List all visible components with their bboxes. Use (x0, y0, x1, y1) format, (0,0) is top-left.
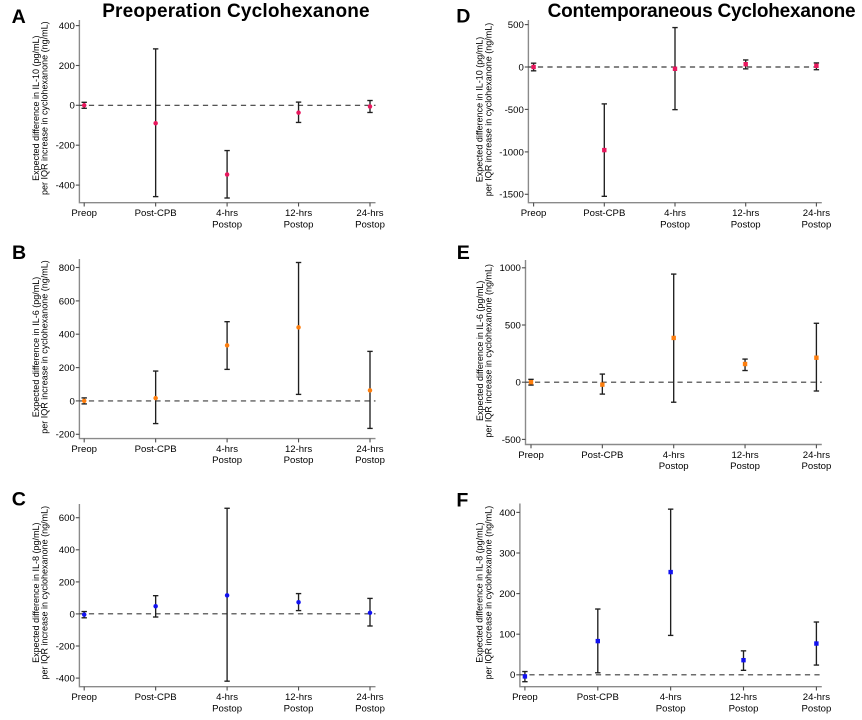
svg-text:24-hrs: 24-hrs (356, 444, 383, 455)
svg-text:-400: -400 (56, 181, 75, 192)
svg-text:-500: -500 (502, 435, 521, 446)
svg-text:Expected difference in IL-10 (: Expected difference in IL-10 (pg/mL) (475, 37, 485, 182)
svg-text:Postop: Postop (731, 219, 761, 230)
svg-text:Preoperation Cyclohexanone: Preoperation Cyclohexanone (102, 1, 370, 22)
svg-text:Postop: Postop (355, 455, 385, 466)
svg-text:E: E (457, 242, 470, 264)
svg-text:Postop: Postop (355, 219, 385, 230)
svg-text:200: 200 (59, 577, 75, 588)
svg-text:12-hrs: 12-hrs (285, 692, 312, 703)
svg-text:Preop: Preop (518, 450, 544, 461)
svg-text:D: D (456, 6, 470, 28)
svg-text:24-hrs: 24-hrs (803, 208, 830, 219)
svg-text:0: 0 (69, 609, 74, 620)
svg-text:Postop: Postop (284, 219, 314, 230)
svg-text:-400: -400 (56, 674, 75, 685)
svg-text:12-hrs: 12-hrs (730, 692, 757, 703)
svg-text:800: 800 (59, 263, 75, 274)
svg-text:C: C (12, 488, 26, 510)
svg-text:per IQR increase in cyclohexan: per IQR increase in cyclohexanone (ng/mL… (40, 21, 50, 195)
svg-text:Preop: Preop (71, 208, 97, 219)
svg-text:400: 400 (499, 508, 515, 519)
svg-text:Expected difference in IL-8 (p: Expected difference in IL-8 (pg/mL) (31, 522, 41, 662)
svg-text:Expected difference in IL-6 (p: Expected difference in IL-6 (pg/mL) (475, 281, 485, 421)
svg-text:-1000: -1000 (499, 147, 524, 158)
svg-text:500: 500 (508, 20, 524, 31)
svg-text:24-hrs: 24-hrs (356, 208, 383, 219)
svg-text:4-hrs: 4-hrs (216, 444, 238, 455)
svg-text:12-hrs: 12-hrs (285, 444, 312, 455)
svg-text:12-hrs: 12-hrs (285, 208, 312, 219)
svg-text:Expected difference in IL-10 (: Expected difference in IL-10 (pg/mL) (31, 35, 41, 180)
svg-text:per IQR increase in cyclohexan: per IQR increase in cyclohexanone (ng/mL… (484, 264, 494, 438)
svg-text:Preop: Preop (71, 692, 97, 703)
svg-text:Postop: Postop (729, 703, 759, 714)
svg-text:400: 400 (59, 545, 75, 556)
svg-text:200: 200 (499, 589, 515, 600)
svg-text:24-hrs: 24-hrs (803, 450, 830, 461)
svg-text:Post-CPB: Post-CPB (581, 450, 623, 461)
svg-text:Contemporaneous Cyclohexanone: Contemporaneous Cyclohexanone (548, 1, 856, 22)
svg-text:4-hrs: 4-hrs (664, 208, 686, 219)
svg-text:Preop: Preop (512, 692, 538, 703)
svg-text:24-hrs: 24-hrs (803, 692, 830, 703)
svg-text:-500: -500 (505, 105, 524, 116)
svg-text:Expected difference in IL-6 (p: Expected difference in IL-6 (pg/mL) (31, 277, 41, 417)
svg-text:0: 0 (516, 378, 521, 389)
svg-text:Postop: Postop (659, 461, 689, 472)
svg-text:0: 0 (69, 101, 74, 112)
svg-text:per IQR increase in cyclohexan: per IQR increase in cyclohexanone (ng/mL… (40, 506, 50, 680)
svg-text:Postop: Postop (801, 219, 831, 230)
svg-text:-200: -200 (56, 430, 75, 441)
svg-text:4-hrs: 4-hrs (660, 692, 682, 703)
svg-text:F: F (456, 489, 468, 511)
svg-text:Postop: Postop (656, 703, 686, 714)
svg-text:0: 0 (510, 670, 515, 681)
svg-text:100: 100 (499, 630, 515, 641)
svg-text:0: 0 (518, 62, 523, 73)
svg-text:Postop: Postop (660, 219, 690, 230)
svg-text:600: 600 (59, 513, 75, 524)
svg-text:Post-CPB: Post-CPB (583, 208, 625, 219)
svg-text:Postop: Postop (801, 703, 831, 714)
svg-text:per IQR increase in cyclohexan: per IQR increase in cyclohexanone (ng/mL… (483, 23, 493, 197)
svg-text:Post-CPB: Post-CPB (135, 692, 177, 703)
svg-text:0: 0 (69, 396, 74, 407)
svg-text:-200: -200 (56, 641, 75, 652)
svg-text:-200: -200 (56, 141, 75, 152)
svg-text:400: 400 (59, 21, 75, 32)
svg-text:300: 300 (499, 548, 515, 559)
svg-text:B: B (12, 242, 26, 264)
svg-text:1000: 1000 (500, 263, 521, 274)
svg-text:A: A (12, 6, 26, 28)
svg-text:Preop: Preop (71, 444, 97, 455)
svg-text:200: 200 (59, 61, 75, 72)
svg-text:12-hrs: 12-hrs (732, 208, 759, 219)
svg-text:4-hrs: 4-hrs (216, 692, 238, 703)
svg-text:Postop: Postop (284, 455, 314, 466)
svg-text:per IQR increase in cyclohexan: per IQR increase in cyclohexanone (ng/mL… (483, 506, 493, 680)
svg-text:4-hrs: 4-hrs (216, 208, 238, 219)
svg-text:Postop: Postop (730, 461, 760, 472)
svg-text:Post-CPB: Post-CPB (577, 692, 619, 703)
svg-text:12-hrs: 12-hrs (731, 450, 758, 461)
svg-text:500: 500 (505, 320, 521, 331)
svg-text:Postop: Postop (355, 703, 385, 714)
svg-text:24-hrs: 24-hrs (356, 692, 383, 703)
svg-text:Postop: Postop (212, 703, 242, 714)
svg-text:Post-CPB: Post-CPB (135, 444, 177, 455)
svg-text:400: 400 (59, 330, 75, 341)
svg-text:Postop: Postop (212, 455, 242, 466)
svg-text:-1500: -1500 (499, 190, 524, 201)
svg-text:Postop: Postop (212, 219, 242, 230)
svg-text:per IQR increase in cyclohexan: per IQR increase in cyclohexanone (ng/mL… (40, 260, 50, 434)
svg-text:Postop: Postop (284, 703, 314, 714)
svg-text:4-hrs: 4-hrs (663, 450, 685, 461)
svg-text:200: 200 (59, 363, 75, 374)
svg-text:Postop: Postop (801, 461, 831, 472)
svg-text:Expected difference in IL-8 (p: Expected difference in IL-8 (pg/mL) (475, 522, 485, 662)
svg-text:600: 600 (59, 296, 75, 307)
svg-text:Preop: Preop (521, 208, 547, 219)
svg-text:Post-CPB: Post-CPB (135, 208, 177, 219)
